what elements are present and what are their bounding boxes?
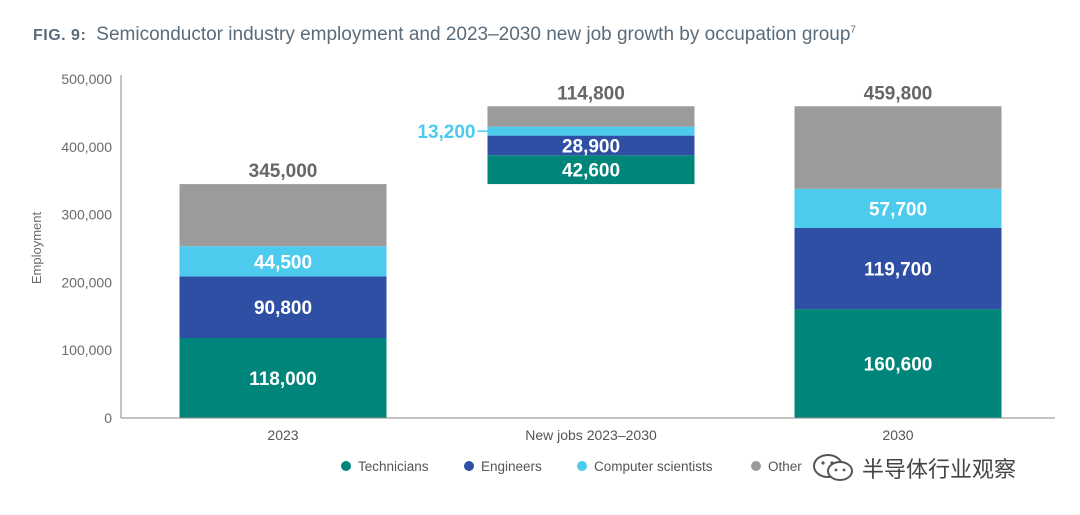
segment-label: 44,500 [254,252,312,273]
segment-label: 118,000 [249,369,317,390]
figure-label: FIG. 9: [33,27,87,44]
legend-marker [577,461,587,471]
bars [179,106,1002,418]
total-label: 114,800 [557,83,625,104]
y-tick-label: 500,000 [61,71,112,87]
bar-segment-computer-scientists [179,246,387,277]
segment-label: 160,600 [864,355,933,376]
x-tick-label: New jobs 2023–2030 [525,427,657,443]
y-tick-label: 100,000 [61,342,112,358]
bar-segment-engineers [179,276,387,338]
bar-segment-engineers [487,135,695,156]
x-axis: 2023 New jobs 2023–2030 2030 [121,417,1055,443]
x-tick-label: 2023 [267,427,298,443]
segment-label: 28,900 [562,136,620,157]
bar-segment-other [794,106,1002,189]
total-label: 459,800 [864,83,933,104]
segment-label: 90,800 [254,298,312,319]
total-label: 345,000 [249,161,318,182]
data-labels: 118,000 90,800 44,500 345,000 42,600 28,900 13… [249,83,933,390]
figure-title: FIG. 9: Semiconductor industry employment… [33,24,856,46]
y-tick-label: 200,000 [61,274,112,290]
bar-segment-technicians [794,309,1002,418]
bar-segment-computer-scientists [794,188,1002,228]
legend-label: Computer scientists [594,459,713,474]
legend: Technicians Engineers Computer scientists O… [341,459,802,474]
segment-label: 42,600 [562,161,620,182]
segment-label: 13,200 [417,122,475,143]
bar-segment-technicians [487,155,695,185]
legend-marker [751,461,761,471]
y-tick-label: 400,000 [61,139,112,155]
x-tick-label: 2030 [882,427,913,443]
bar-segment-other [487,106,695,127]
footnote-mark: 7 [850,24,856,36]
segment-label: 57,700 [869,199,927,220]
y-axis-label: Employment [29,211,44,284]
bar-segment-technicians [179,337,387,418]
y-axis: 0 100,000 200,000 300,000 400,000 500,000 Empl… [29,71,122,426]
legend-marker [341,461,351,471]
bar-segment-computer-scientists [487,126,695,136]
y-tick-label: 300,000 [61,207,112,223]
bar-segment-other [179,184,387,247]
legend-marker [464,461,474,471]
segment-label: 119,700 [864,260,932,281]
bar-segment-engineers [794,227,1002,310]
watermark: 半导体行业观察 [812,452,1016,484]
figure-title-text: Semiconductor industry employment and 20… [96,24,851,45]
y-tick-label: 0 [104,410,112,426]
legend-label: Technicians [358,459,429,474]
legend-label: Other [768,459,802,474]
wechat-icon [813,454,853,481]
watermark-text: 半导体行业观察 [862,457,1017,482]
legend-label: Engineers [481,459,542,474]
